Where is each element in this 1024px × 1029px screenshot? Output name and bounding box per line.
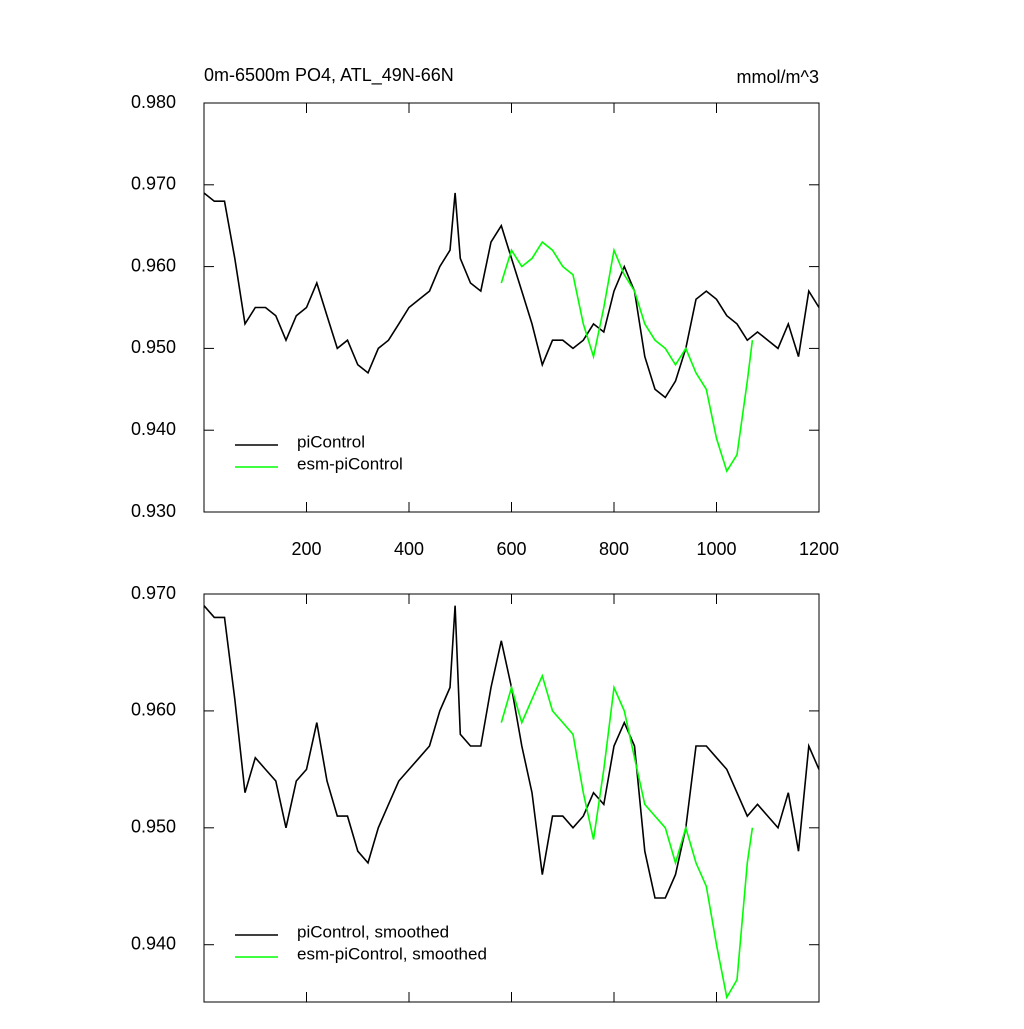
legend-label: esm-piControl, smoothed	[297, 944, 487, 963]
legend-label: esm-piControl	[297, 454, 403, 473]
data-line	[203, 192, 820, 399]
x-tick-label: 1200	[799, 539, 839, 559]
y-tick-label: 0.960	[131, 700, 176, 720]
x-tick-label: 600	[496, 539, 526, 559]
x-tick-label: 200	[291, 539, 321, 559]
legend-label: piControl	[297, 432, 365, 451]
x-tick-label: 800	[599, 539, 629, 559]
y-tick-label: 0.980	[131, 92, 176, 112]
units-label: mmol/m^3	[737, 67, 819, 87]
x-tick-label: 1000	[696, 539, 736, 559]
y-tick-label: 0.970	[131, 174, 176, 194]
y-tick-label: 0.970	[131, 583, 176, 603]
data-line	[500, 673, 754, 1000]
y-tick-label: 0.940	[131, 933, 176, 953]
y-tick-label: 0.950	[131, 817, 176, 837]
data-line	[203, 605, 820, 899]
legend: piControl esm-piControl	[235, 432, 403, 473]
legend: piControl, smoothed esm-piControl, smooth…	[235, 922, 487, 963]
legend-label: piControl, smoothed	[297, 922, 449, 941]
y-tick-label: 0.950	[131, 337, 176, 357]
data-line	[500, 240, 754, 474]
y-tick-label: 0.930	[131, 501, 176, 521]
x-tick-label: 400	[394, 539, 424, 559]
chart-title: 0m-6500m PO4, ATL_49N-66N	[204, 65, 454, 86]
y-tick-label: 0.940	[131, 419, 176, 439]
y-tick-label: 0.960	[131, 255, 176, 275]
